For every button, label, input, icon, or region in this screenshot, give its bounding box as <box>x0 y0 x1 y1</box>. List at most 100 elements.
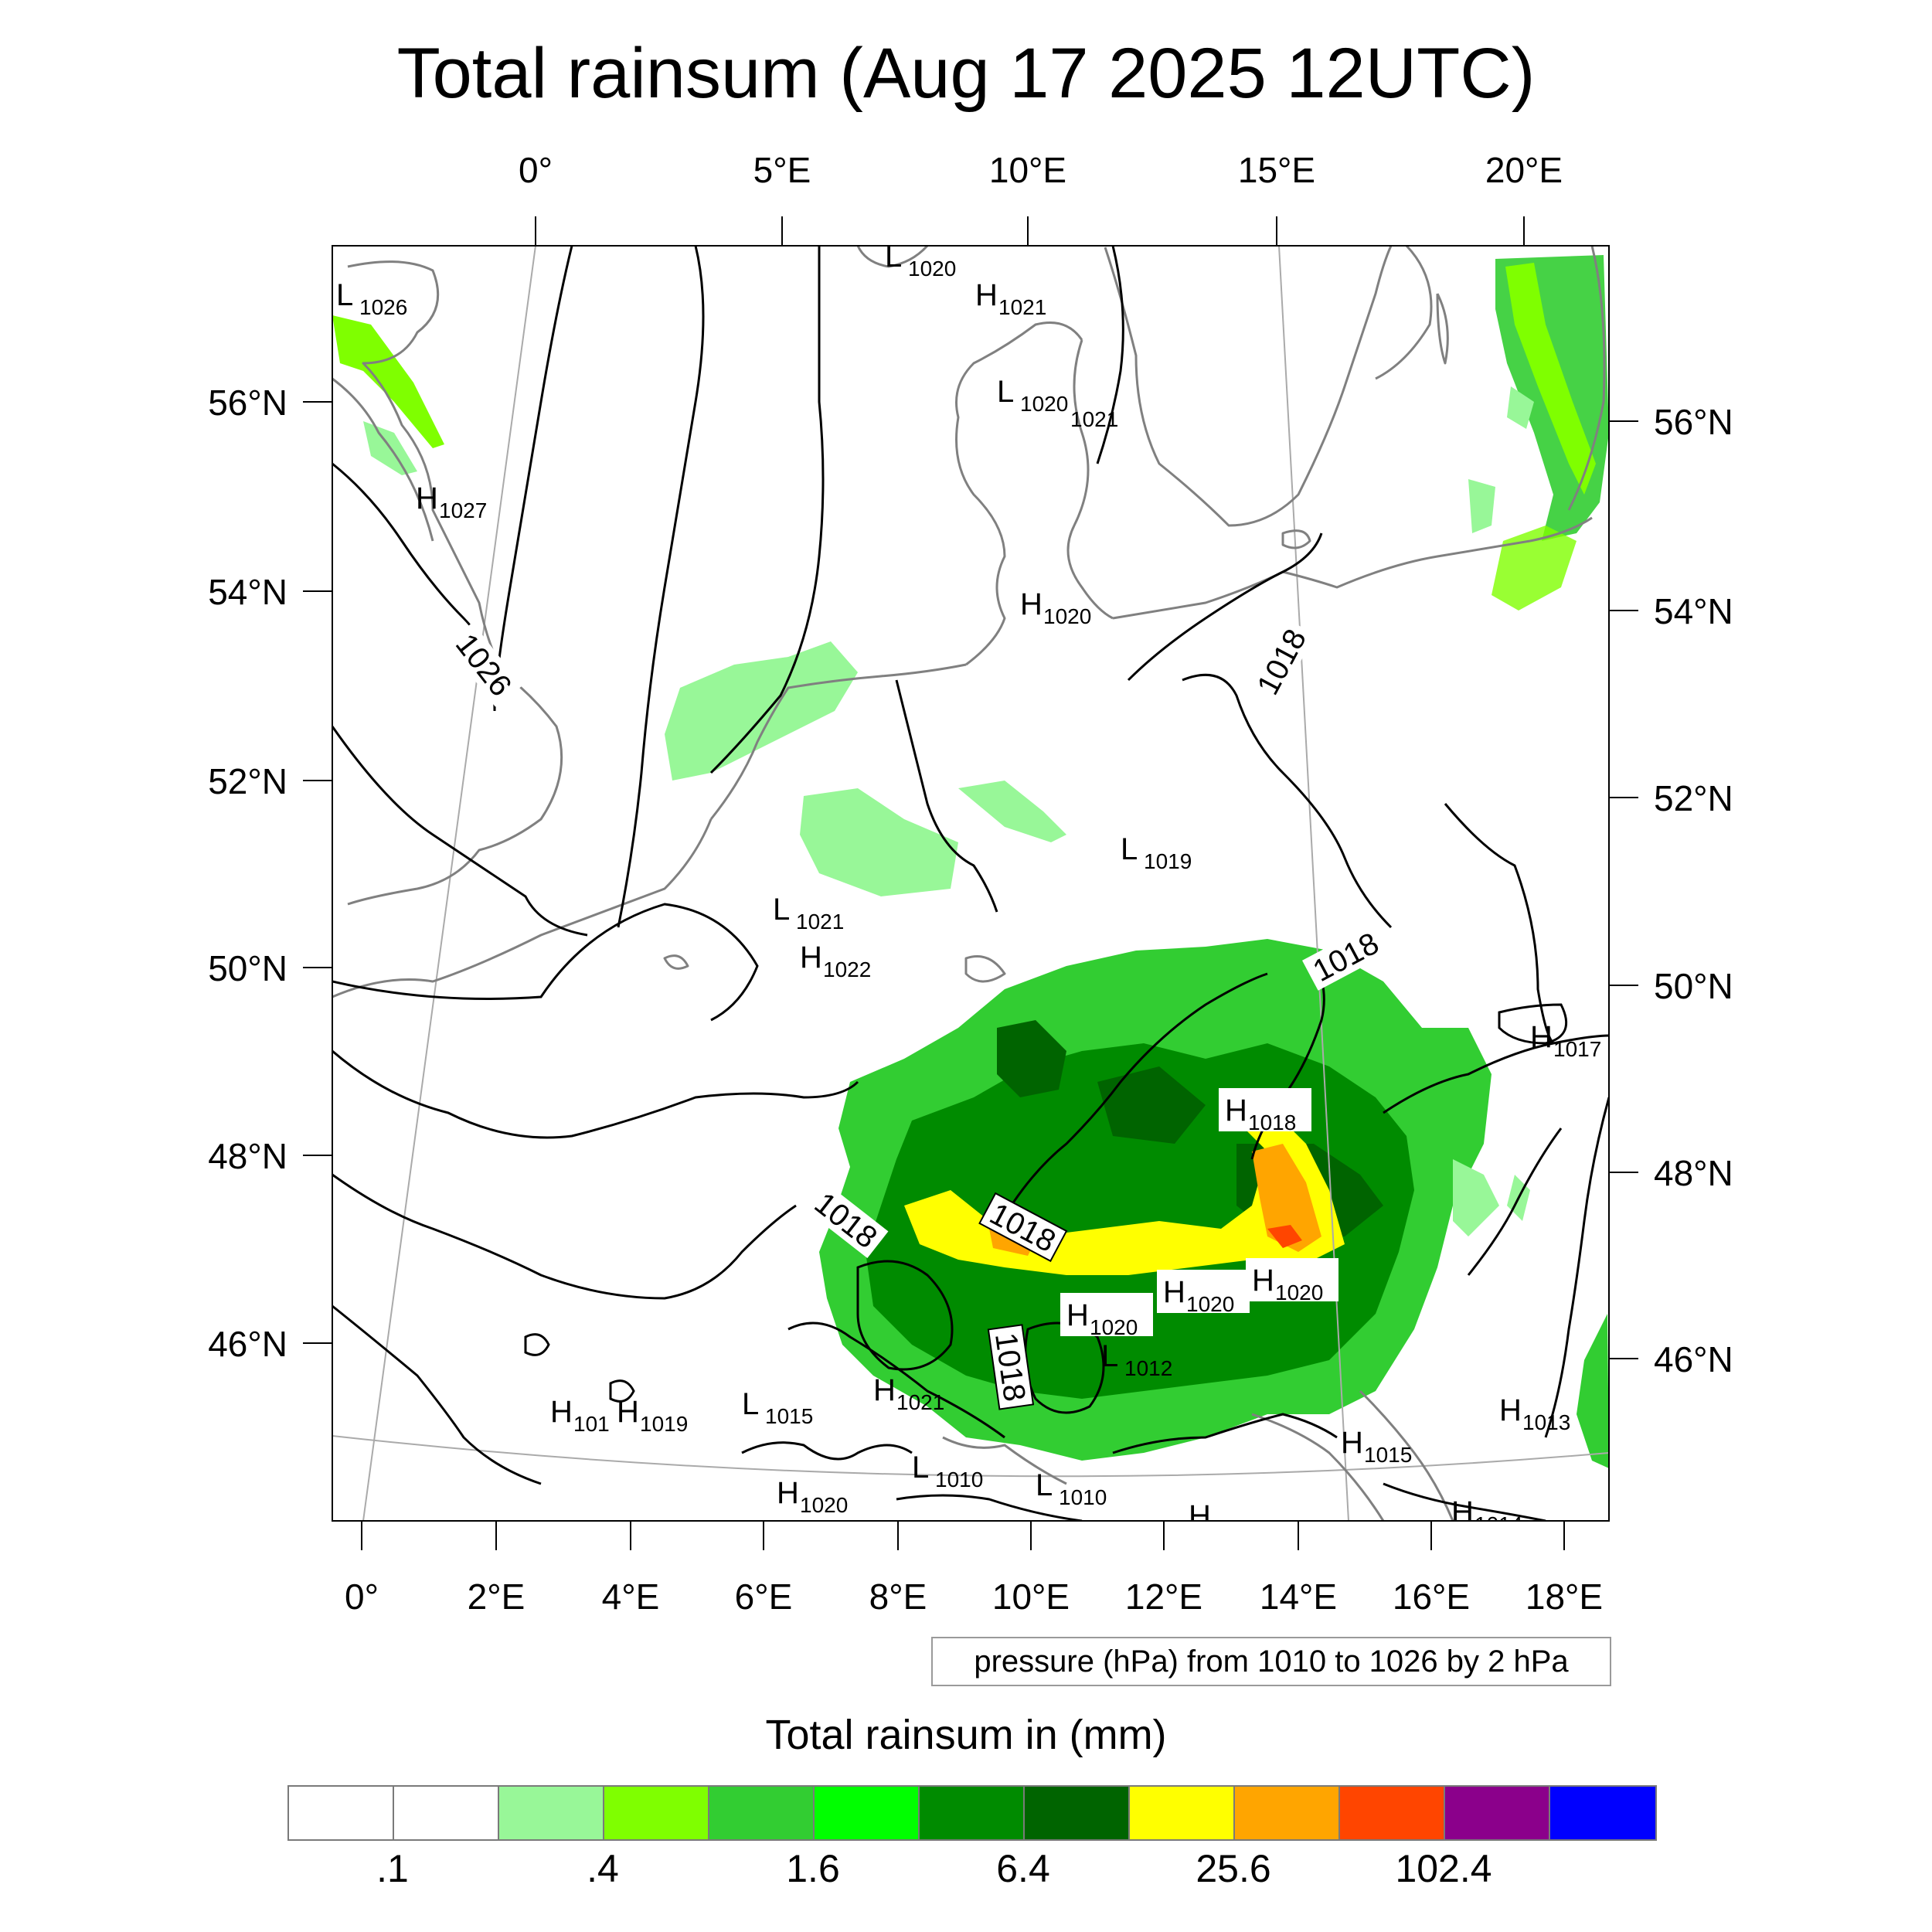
isobar-info-box: pressure (hPa) from 1010 to 1026 by 2 hP… <box>931 1637 1611 1686</box>
pressure-center-value: 1010 <box>1059 1485 1107 1509</box>
pressure-center-high: H 1011 <box>1189 1499 1258 1533</box>
map-title: Total rainsum (Aug 17 2025 12UTC) <box>396 34 1536 113</box>
pressure-center-high: H 1020 <box>777 1476 848 1517</box>
isobar-1020-b <box>332 1049 859 1139</box>
pressure-center-letter: L <box>997 375 1014 409</box>
pressure-center-value: 1022 <box>823 957 871 981</box>
coast-adriatic <box>1251 1413 1385 1521</box>
colorbar-box <box>1025 1787 1130 1839</box>
bottom-lon-label: 8°E <box>869 1577 927 1617</box>
isobar-1018-b <box>1127 532 1323 682</box>
pressure-center-letter: H <box>777 1476 799 1510</box>
right-lat-label: 48°N <box>1654 1153 1733 1193</box>
colorbar-box <box>1235 1787 1340 1839</box>
bottom-lon-label: 16°E <box>1393 1577 1470 1617</box>
pressure-center-box <box>1060 1293 1153 1336</box>
left-lat-label: 52°N <box>208 761 287 801</box>
coast-ligurian <box>942 1436 1067 1485</box>
pressure-center-high: H 1020 <box>1246 1258 1338 1304</box>
colorbar-box <box>289 1787 394 1839</box>
pressure-center-high: H 101 <box>550 1395 610 1436</box>
isobar-alps-1 <box>787 1321 1005 1439</box>
coast-sweden-baltic-east <box>1375 246 1433 380</box>
colorbar-label: .4 <box>587 1847 619 1890</box>
pressure-center-letter: L <box>1101 1339 1118 1373</box>
pressure-center-value: 1020 <box>800 1493 848 1517</box>
bottom-lon-label: 2°E <box>468 1577 526 1617</box>
pressure-center-value: 1010 <box>935 1468 983 1492</box>
bottom-lon-label: 4°E <box>602 1577 660 1617</box>
pressure-center-value: 1020 <box>1020 392 1068 416</box>
coast-netherlands <box>709 663 967 820</box>
pressure-center-value: 1021 <box>796 910 844 934</box>
pressure-center-high: H 1013 <box>1499 1393 1570 1434</box>
colorbar <box>287 1785 1657 1841</box>
isobar-east-loop <box>1498 1003 1568 1045</box>
pressure-center-letter: H <box>617 1395 639 1429</box>
pressure-center-high: H 1022 <box>800 940 871 981</box>
graticule-lines <box>332 246 1609 1521</box>
colorbar-box <box>709 1787 815 1839</box>
pressure-center-letter: L <box>1036 1468 1053 1502</box>
pressure-center-low: L 1026 <box>336 278 407 319</box>
coast-denmark <box>1066 339 1114 620</box>
bottom-lon-label: 12°E <box>1125 1577 1202 1617</box>
pressure-center-high: H 1019 <box>617 1395 688 1436</box>
pressure-center-value: 1017 <box>1553 1037 1601 1061</box>
pressure-center-letter: L <box>742 1387 759 1421</box>
pressure-center-letter: L <box>773 893 790 927</box>
right-lat-label: 46°N <box>1654 1339 1733 1379</box>
colorbar-box <box>1445 1787 1550 1839</box>
isobar-1014 <box>1544 1097 1609 1438</box>
pressure-center-low: L 1020 <box>885 240 956 281</box>
contour-label-box <box>978 1192 1068 1263</box>
pressure-center-letter: L <box>885 240 902 274</box>
pressure-center-low: L 1010 <box>1036 1468 1107 1509</box>
pressure-center-low: L 1020 <box>997 375 1068 416</box>
contour-label-box <box>1247 618 1315 706</box>
colorbar-box <box>1130 1787 1235 1839</box>
right-lat-label: 52°N <box>1654 778 1733 818</box>
pressure-center-value: 101 <box>573 1412 610 1436</box>
top-lon-label: 5°E <box>753 150 811 190</box>
pressure-center-high: H 1018 <box>1219 1088 1311 1134</box>
pressure-center-letter: L <box>912 1451 929 1485</box>
pressure-center-letter: H <box>1163 1275 1185 1309</box>
isobar-1024-b <box>332 726 588 937</box>
rain-area-lithuania <box>1468 386 1534 533</box>
bottom-lon-label: 18°E <box>1526 1577 1603 1617</box>
contour-label-box <box>804 1182 889 1259</box>
coast-norway <box>856 246 929 268</box>
pressure-center-value: 1020 <box>1275 1281 1323 1304</box>
colorbar-box <box>1550 1787 1655 1839</box>
top-lon-label: 20°E <box>1485 150 1563 190</box>
pressure-center-high: H 1020 <box>1157 1270 1250 1316</box>
isobar-1020-c <box>1096 246 1124 464</box>
pressure-center-letter: H <box>1451 1495 1474 1529</box>
bottom-lon-label: 14°E <box>1260 1577 1337 1617</box>
pressure-center-letter: H <box>1020 587 1043 621</box>
coast-gotland <box>1436 293 1449 365</box>
pressure-center-letter: H <box>1066 1298 1089 1332</box>
pressure-center-value: 1015 <box>1364 1443 1412 1467</box>
left-lat-label: 46°N <box>208 1324 287 1364</box>
isobar-south-3 <box>1112 1413 1338 1454</box>
top-lon-label: 15°E <box>1238 150 1315 190</box>
pressure-center-letter: H <box>1499 1393 1522 1427</box>
colorbar-box <box>394 1787 499 1839</box>
parallel-45n <box>332 1435 1609 1478</box>
left-lat-label: 48°N <box>208 1136 287 1176</box>
coast-britain-east <box>332 377 434 542</box>
coast-adriatic-east <box>1359 1389 1454 1521</box>
colorbar-box <box>1340 1787 1445 1839</box>
isobar-1022-b <box>332 903 759 1022</box>
pressure-center-high: H 1027 <box>416 481 487 522</box>
isobar-south-5 <box>1383 1482 1546 1521</box>
pressure-center-high: H 1021 <box>873 1373 944 1414</box>
pressure-center-letter: H <box>1189 1499 1211 1533</box>
rain-area-plains-scatter <box>1453 1159 1530 1236</box>
pressure-center-low: L 1012 <box>1101 1339 1172 1380</box>
map-frame <box>332 245 1610 1522</box>
isobar-1022 <box>617 246 705 928</box>
